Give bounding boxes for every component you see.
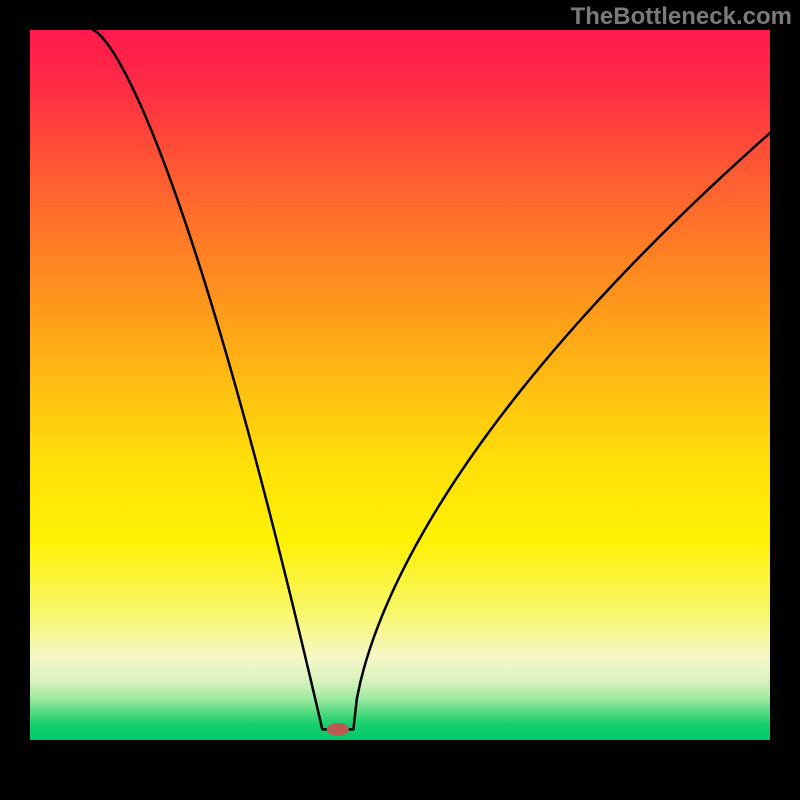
watermark-text: TheBottleneck.com [571,3,792,31]
chart-svg [30,30,770,740]
optimal-marker [327,723,349,736]
plot-area [30,30,770,740]
gradient-background [30,30,770,740]
